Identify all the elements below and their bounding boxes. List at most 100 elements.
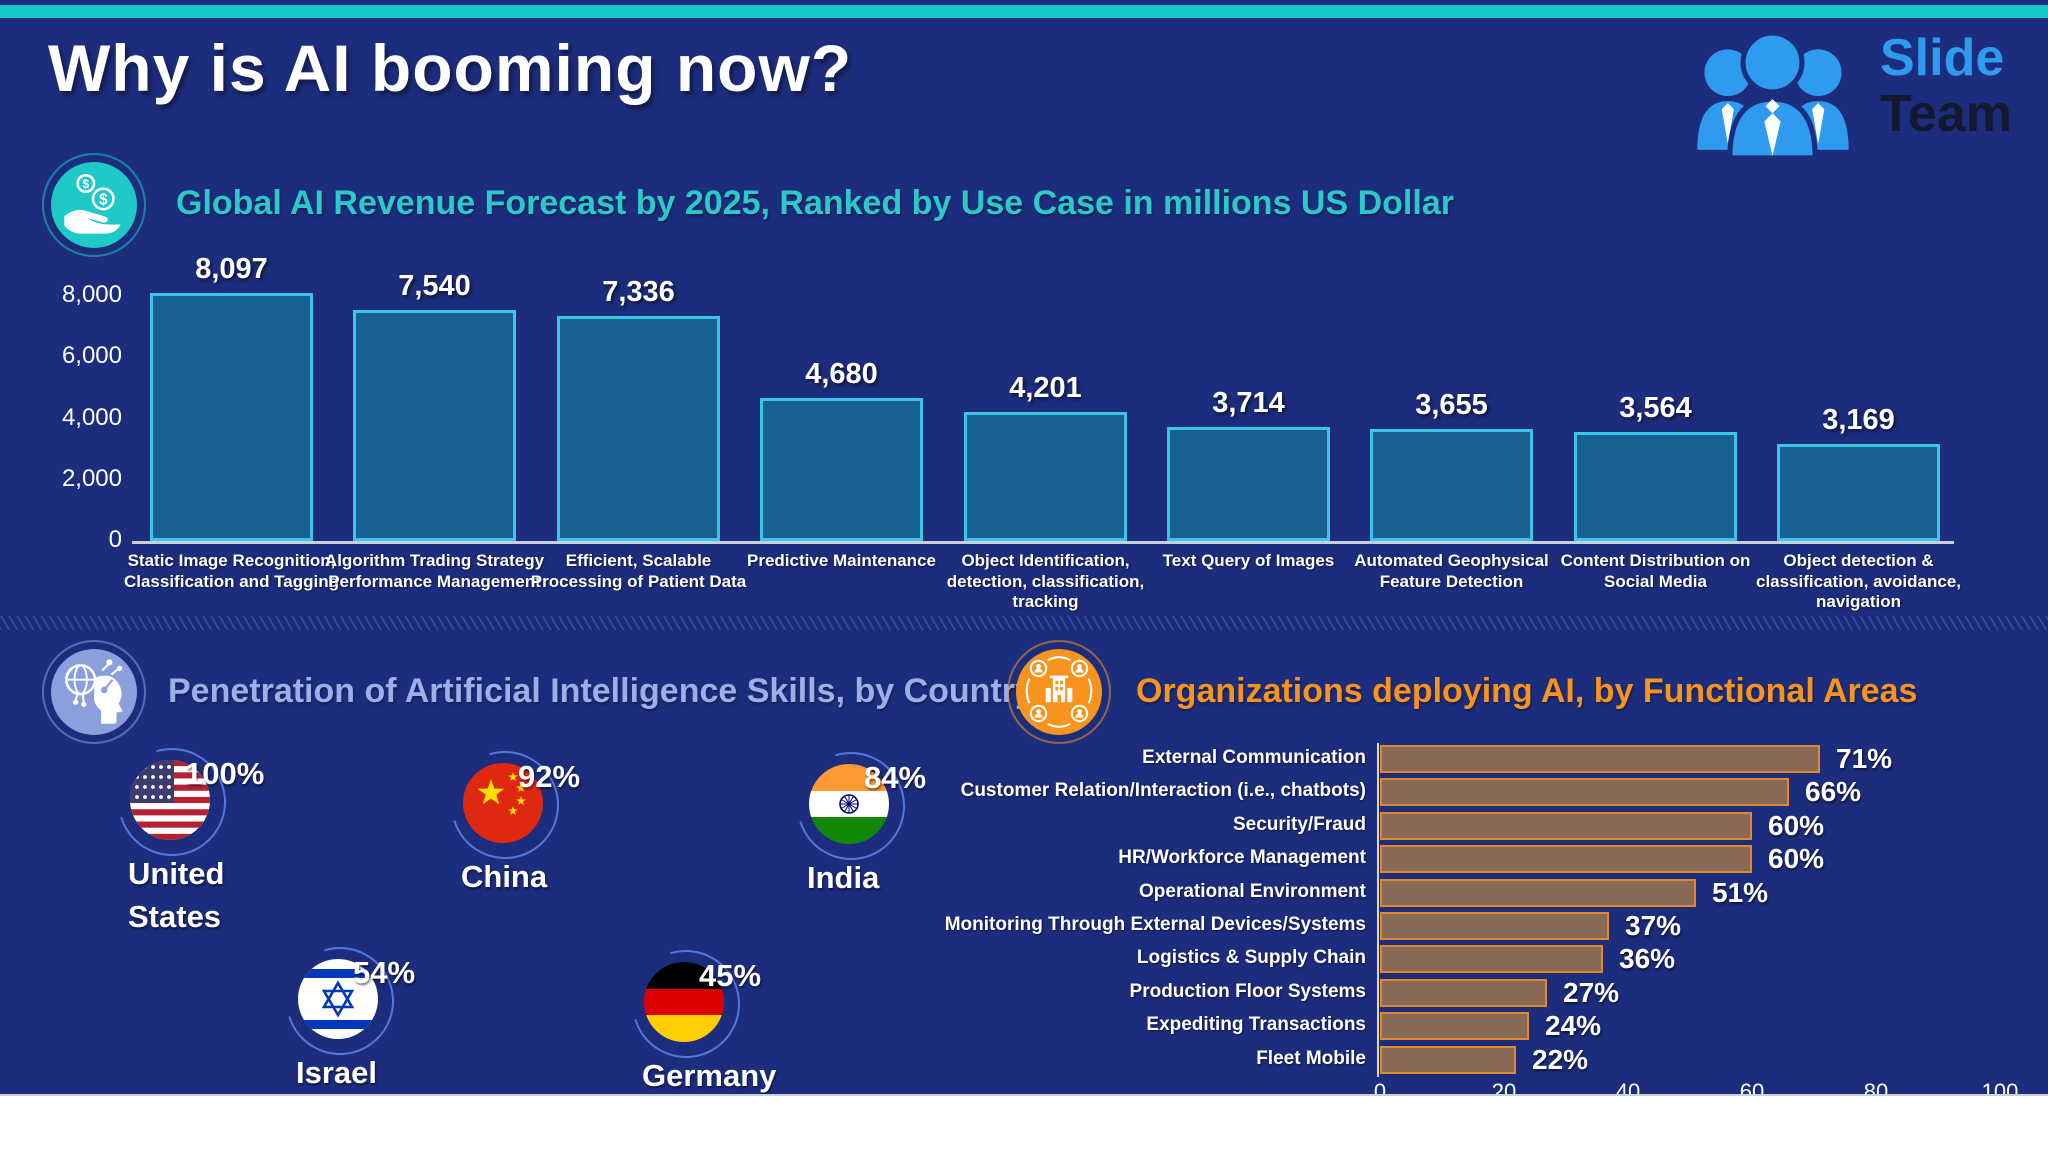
bar-category-label: Efficient, Scalable Processing of Patien… — [530, 551, 747, 591]
org-bar — [1380, 812, 1752, 840]
org-bar-chart: External Communication 71% Customer Relati… — [944, 743, 1893, 1077]
org-category-label: Monitoring Through External Devices/Syst… — [944, 914, 1366, 935]
logo-text-team: Team — [1880, 85, 2012, 144]
skills-pictogram: 100% United States 92% China 84% India 54% Isra… — [98, 728, 927, 1093]
logo-text-slide: Slide — [1880, 29, 2005, 87]
revenue-bar — [1167, 427, 1330, 541]
revenue-bar — [964, 412, 1127, 541]
skills-section-title: Penetration of Artificial Intelligence S… — [168, 672, 1034, 710]
y-axis-line — [1377, 743, 1379, 1077]
org-bar — [1380, 945, 1603, 973]
china-flag-icon — [463, 763, 543, 843]
revenue-section-badge: $ $ — [42, 153, 146, 257]
country-name-label: China — [461, 859, 548, 894]
org-category-label: Expediting Transactions — [1146, 1014, 1366, 1035]
org-value-label: 60% — [1768, 843, 1825, 874]
country-percent-label: 92% — [518, 759, 581, 794]
org-category-label: Customer Relation/Interaction (i.e., cha… — [960, 780, 1366, 801]
org-bar — [1380, 1012, 1529, 1040]
revenue-bar — [150, 293, 313, 541]
y-axis-tick-label: 2,000 — [61, 464, 122, 492]
bar-category-label: Predictive Maintenance — [747, 551, 936, 570]
bar-value-label: 3,169 — [1822, 404, 1895, 436]
bar-value-label: 7,540 — [398, 270, 471, 302]
country-name-label: India — [807, 860, 880, 895]
country-percent-label: 100% — [185, 756, 265, 791]
slideteam-people-icon — [1697, 30, 1849, 161]
org-bar — [1380, 778, 1789, 806]
y-axis-tick-label: 6,000 — [61, 342, 122, 370]
india-flag-icon — [809, 764, 889, 844]
bar-category-label: Automated Geophysical Feature Detection — [1354, 551, 1549, 591]
org-value-label: 60% — [1768, 810, 1825, 841]
org-category-label: Logistics & Supply Chain — [1136, 947, 1366, 968]
bar-value-label: 3,714 — [1212, 387, 1285, 419]
revenue-bar — [353, 310, 516, 541]
revenue-bar — [557, 316, 720, 541]
country-percent-label: 84% — [864, 760, 927, 795]
org-value-label: 71% — [1836, 743, 1893, 774]
org-bar — [1380, 1046, 1516, 1074]
bar-value-label: 3,564 — [1619, 392, 1692, 424]
bar-category-label: Text Query of Images — [1162, 551, 1335, 570]
org-section-title: Organizations deploying AI, by Functiona… — [1136, 672, 1918, 710]
org-value-label: 22% — [1532, 1044, 1589, 1075]
org-value-label: 51% — [1712, 877, 1769, 908]
org-bar — [1380, 879, 1696, 907]
svg-text:$: $ — [82, 177, 89, 191]
bar-value-label: 3,655 — [1415, 389, 1488, 421]
bar-category-label: Object Identification, detection, classi… — [946, 551, 1145, 612]
ai-head-globe-icon — [51, 649, 137, 735]
org-value-label: 27% — [1563, 977, 1620, 1008]
org-value-label: 37% — [1625, 910, 1682, 941]
org-category-label: Security/Fraud — [1232, 814, 1366, 835]
bottom-white-band — [0, 1094, 2048, 1152]
bar-value-label: 4,680 — [805, 358, 878, 390]
bar-value-label: 8,097 — [195, 253, 268, 285]
section-divider-stripes — [0, 616, 2048, 630]
revenue-section-title: Global AI Revenue Forecast by 2025, Rank… — [176, 184, 1454, 222]
y-axis-tick-label: 0 — [108, 526, 122, 553]
svg-text:$: $ — [99, 191, 108, 208]
revenue-bar — [1574, 432, 1737, 541]
org-bar — [1380, 979, 1547, 1007]
revenue-bar — [760, 398, 923, 541]
israel-flag-icon — [298, 959, 378, 1039]
org-value-label: 24% — [1545, 1010, 1602, 1041]
revenue-bar-chart: 0 2,000 4,000 6,000 8,000 8,097 Static Image R… — [61, 253, 1962, 612]
org-category-label: Operational Environment — [1139, 881, 1366, 902]
usa-flag-icon — [130, 760, 210, 840]
top-accent-bar — [0, 5, 2048, 18]
country-percent-label: 45% — [699, 958, 762, 993]
revenue-bar — [1777, 444, 1940, 541]
y-axis-tick-label: 4,000 — [61, 403, 122, 431]
slideteam-logo: Slide Team — [1668, 28, 2028, 163]
money-in-hand-icon: $ $ — [51, 162, 137, 248]
germany-flag-icon — [644, 962, 724, 1042]
org-category-label: External Communication — [1142, 747, 1366, 768]
org-category-label: Production Floor Systems — [1129, 981, 1366, 1002]
country-percent-label: 54% — [353, 955, 416, 990]
country-name-label: United States — [128, 856, 225, 935]
bar-category-label: Content Distribution on Social Media — [1560, 551, 1751, 591]
organization-network-icon — [1016, 649, 1102, 735]
country-name-label: Israel — [296, 1055, 378, 1090]
revenue-bar — [1370, 429, 1533, 541]
org-bar — [1380, 745, 1820, 773]
skills-section-badge — [42, 640, 146, 744]
slide-background — [0, 0, 2048, 1094]
org-section-badge — [1007, 640, 1111, 744]
bar-category-label: Object detection & classification, avoid… — [1755, 551, 1962, 612]
page-title: Why is AI booming now? — [48, 31, 853, 105]
bar-value-label: 4,201 — [1009, 372, 1082, 404]
bar-value-label: 7,336 — [602, 276, 675, 308]
country-name-label: Germany — [642, 1058, 777, 1093]
org-category-label: HR/Workforce Management — [1118, 847, 1366, 868]
org-value-label: 36% — [1619, 943, 1676, 974]
bar-category-label: Algorithm Trading Strategy Performance M… — [324, 551, 545, 591]
org-category-label: Fleet Mobile — [1256, 1048, 1366, 1069]
bar-category-label: Static Image Recognition, Classification… — [123, 551, 340, 591]
x-axis-line — [132, 541, 1954, 544]
org-bar — [1380, 845, 1752, 873]
